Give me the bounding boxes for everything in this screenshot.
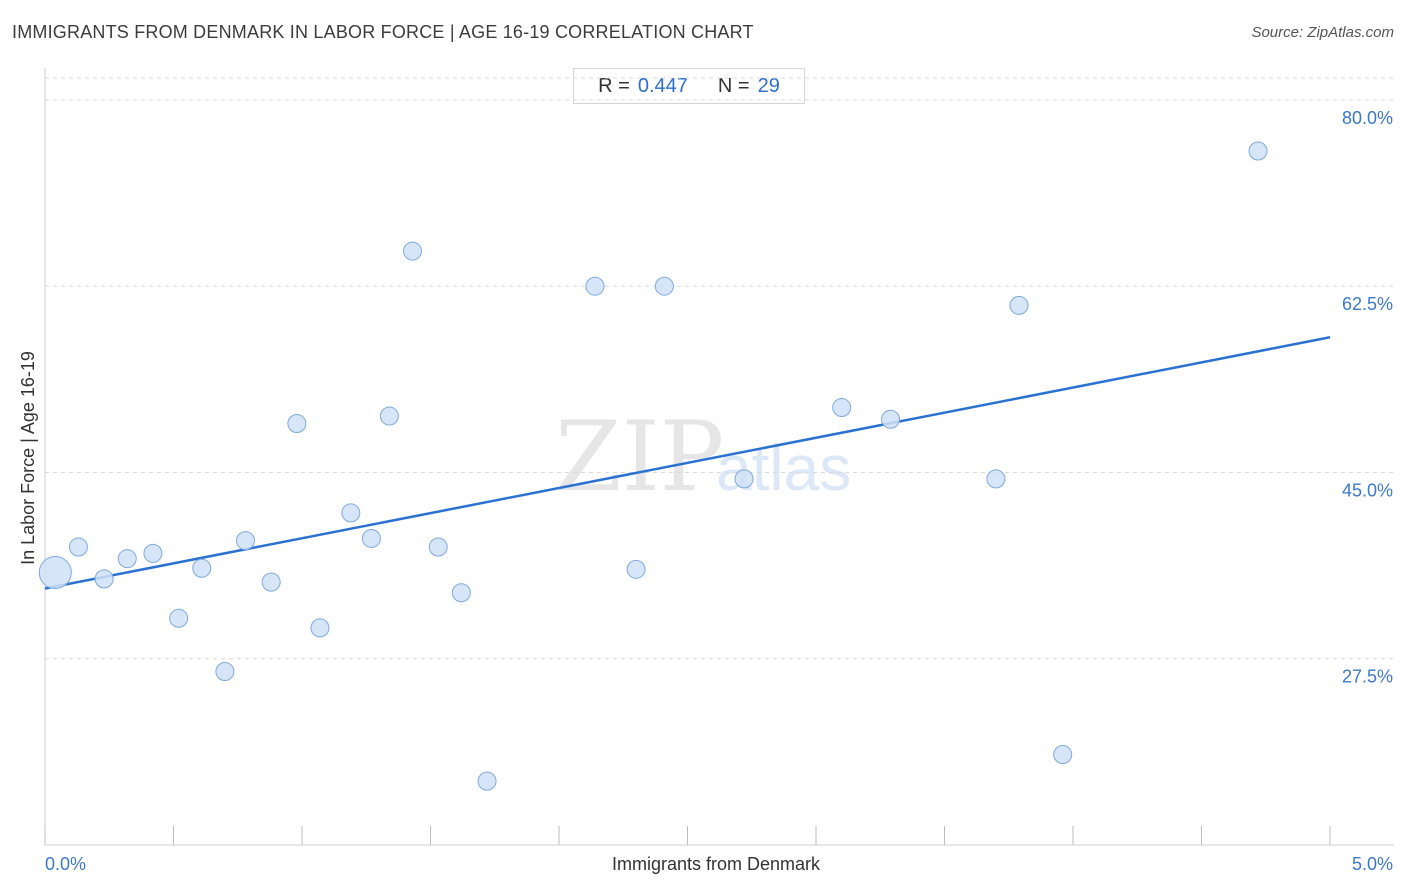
y-tick-label: 62.5% [1342, 294, 1393, 314]
data-point [1009, 295, 1029, 315]
grid [45, 77, 1394, 660]
y-tick-label: 80.0% [1342, 108, 1393, 128]
data-point [734, 469, 754, 489]
watermark-zip: ZIP [555, 401, 724, 513]
tick-labels: 27.5% 45.0% 62.5% 80.0% 0.0% 5.0% [45, 108, 1393, 874]
data-point [192, 558, 212, 578]
data-point [361, 528, 381, 548]
data-point [654, 276, 674, 296]
y-tick-label: 45.0% [1342, 480, 1393, 500]
data-point [94, 569, 114, 589]
data-point [169, 608, 189, 628]
data-point [379, 406, 399, 426]
r-value: 0.447 [637, 74, 688, 97]
data-point [585, 276, 605, 296]
data-point [68, 537, 88, 557]
data-point [38, 556, 72, 590]
x-tick-label: 5.0% [1352, 854, 1393, 874]
points-layer [38, 141, 1268, 791]
data-point [986, 469, 1006, 489]
data-point [235, 531, 255, 551]
n-value: 29 [757, 74, 780, 97]
trendline [44, 336, 1331, 590]
data-point [477, 771, 497, 791]
data-point [261, 572, 281, 592]
data-point [626, 559, 646, 579]
chart-title: IMMIGRANTS FROM DENMARK IN LABOR FORCE |… [12, 22, 754, 42]
stats-box: R = 0.447 N = 29 [573, 68, 805, 104]
n-label: N = [717, 74, 750, 97]
data-point [143, 543, 163, 563]
y-tick-label: 27.5% [1342, 667, 1393, 687]
data-point [287, 414, 307, 434]
r-label: R = [598, 74, 630, 97]
watermark-atlas: atlas [716, 432, 851, 504]
trendline-layer [44, 336, 1331, 590]
data-point [1248, 141, 1268, 161]
data-point [832, 398, 852, 418]
data-point [403, 241, 423, 261]
data-point [451, 583, 471, 603]
data-point [428, 537, 448, 557]
y-axis-label: In Labor Force | Age 16-19 [18, 351, 38, 565]
x-axis-label: Immigrants from Denmark [612, 854, 821, 874]
axes [44, 68, 1394, 846]
data-point [881, 409, 901, 429]
data-point [215, 662, 235, 682]
source-credit: Source: ZipAtlas.com [1251, 24, 1394, 41]
data-point [310, 618, 330, 638]
data-point [1053, 745, 1073, 765]
x-tick-label: 0.0% [45, 854, 86, 874]
data-point [117, 549, 137, 569]
data-point [341, 503, 361, 523]
